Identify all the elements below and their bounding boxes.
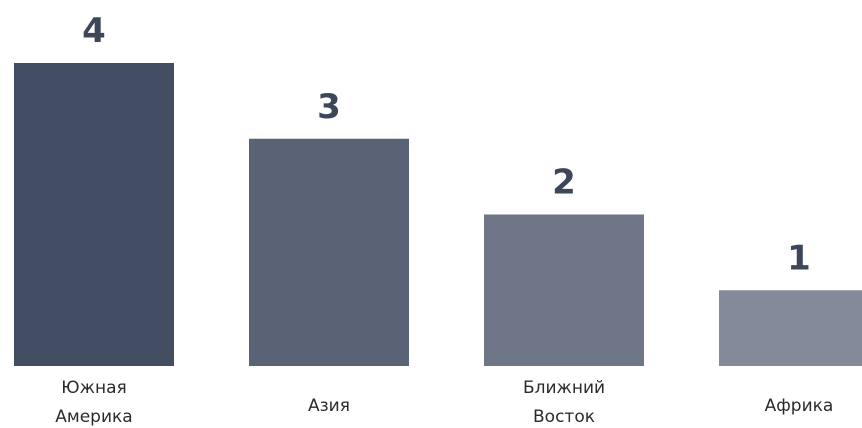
category-label-3-line-2: Восток <box>533 407 595 427</box>
data-label-1: 4 <box>82 11 106 51</box>
category-label-2: Азия <box>308 396 350 416</box>
data-label-2: 3 <box>317 87 341 127</box>
bar-3 <box>484 214 644 366</box>
value-labels-layer: 4 3 2 1 <box>82 11 811 278</box>
category-labels-layer: Южная Америка Азия Ближний Восток Африка <box>55 378 833 427</box>
category-label-4: Африка <box>765 396 834 416</box>
bar-2 <box>249 138 409 366</box>
bar-4 <box>719 290 862 366</box>
category-label-1: Южная Америка <box>55 378 132 427</box>
category-label-3: Ближний Восток <box>523 378 605 427</box>
category-label-1-line-2: Америка <box>55 407 132 427</box>
data-label-3: 2 <box>552 163 576 203</box>
data-label-4: 1 <box>787 238 811 278</box>
bar-1 <box>14 63 174 366</box>
category-label-3-line-1: Ближний <box>523 378 605 398</box>
category-label-1-line-1: Южная <box>61 378 126 398</box>
bars-layer <box>14 63 862 366</box>
